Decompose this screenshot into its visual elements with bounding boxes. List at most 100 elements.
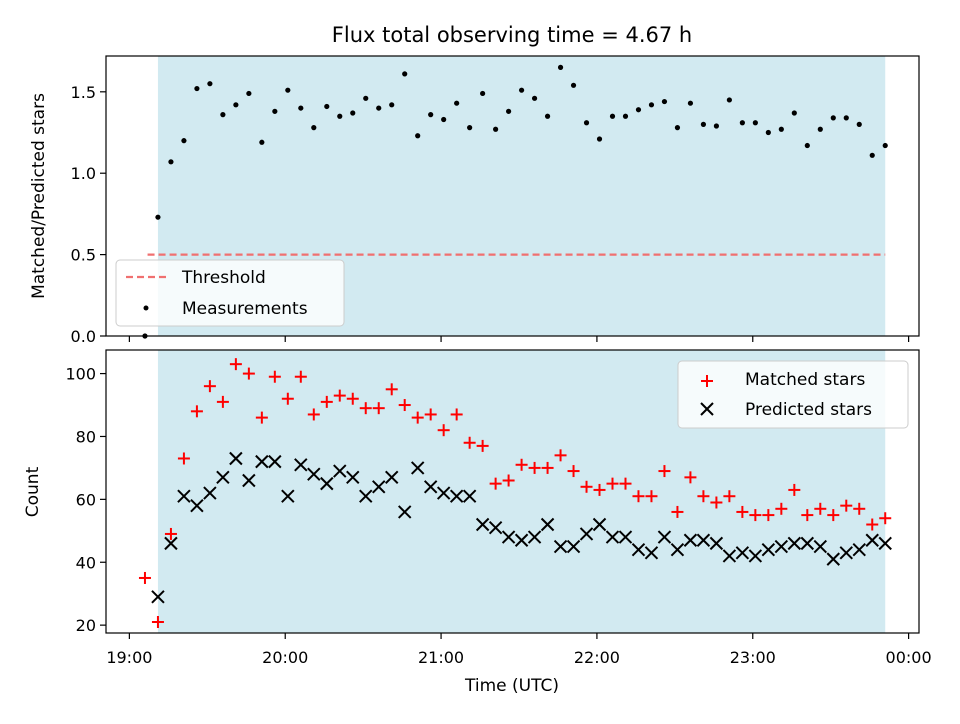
measurements-point	[376, 105, 382, 111]
measurements-point	[687, 100, 694, 106]
predicted-stars-point-b	[501, 530, 516, 544]
predicted-stars-point-b	[865, 533, 879, 547]
predicted-stars-point	[268, 454, 282, 469]
predicted-stars-point-b	[878, 536, 892, 551]
predicted-stars-point-b	[774, 539, 789, 554]
matched-stars-point	[840, 499, 853, 512]
predicted-stars-point	[397, 505, 412, 519]
measurements-point	[415, 133, 421, 139]
predicted-stars-point-b	[449, 489, 464, 503]
ratio-legend-box	[115, 259, 345, 327]
measurements-point	[233, 102, 239, 108]
measurements-point	[635, 107, 642, 113]
measurements-point	[713, 123, 719, 129]
predicted-stars-point	[618, 530, 633, 544]
measurements-point	[557, 64, 564, 70]
matched-stars-point	[541, 461, 554, 474]
matched-stars-point	[177, 452, 190, 465]
predicted-stars-point	[631, 542, 646, 557]
predicted-stars-point-b	[605, 530, 620, 544]
matched-stars-point	[320, 395, 333, 408]
predicted-stars-point-b	[164, 536, 178, 551]
predicted-stars-point-b	[462, 489, 477, 503]
matched-stars-point	[775, 502, 788, 515]
predicted-stars-point	[761, 542, 776, 557]
measurements-point	[609, 113, 616, 119]
matched-stars-point	[801, 509, 814, 522]
measurements-point	[518, 87, 525, 93]
predicted-stars-point-b	[216, 470, 230, 485]
measurements-point	[596, 136, 603, 142]
count-panel: 20 40 60 80 100 19:00 20:00 21:00 22:00 23:00 00:…	[23, 349, 932, 696]
predicted-stars-point	[216, 470, 230, 485]
matched-stars-point	[463, 436, 476, 449]
predicted-stars-point	[372, 480, 386, 494]
matched-stars-point	[151, 615, 164, 628]
count-panel-frame	[105, 349, 920, 634]
predicted-stars-point	[294, 458, 308, 472]
matched-stars-point	[736, 505, 749, 518]
predicted-stars-point-b	[242, 473, 256, 488]
predicted-stars-point	[229, 451, 243, 466]
matched-stars-point	[242, 367, 255, 380]
predicted-stars-point	[501, 530, 516, 544]
predicted-stars-point	[722, 549, 737, 563]
measurements-point	[285, 87, 291, 93]
matched-stars-point	[619, 477, 632, 490]
measurements-point	[856, 121, 862, 127]
x-tick-label: 19:00	[106, 648, 152, 667]
predicted-stars-point	[203, 486, 217, 500]
matched-stars-point	[372, 402, 385, 415]
predicted-stars-point	[436, 486, 451, 500]
count-y-tick-label: 20	[76, 616, 96, 635]
measurements-point	[674, 125, 681, 131]
count-panel-y-label: Count	[23, 466, 43, 517]
ratio-y-tick-label: 1.0	[71, 164, 96, 183]
matched-stars-point	[697, 490, 710, 503]
predicted-stars-point-b	[294, 458, 308, 472]
matched-stars-point	[593, 483, 606, 496]
predicted-stars-point-b	[631, 542, 646, 557]
matched-stars-point	[190, 405, 203, 418]
measurements-point	[259, 139, 265, 145]
measurements-point	[661, 98, 668, 105]
measurements-point	[324, 103, 330, 110]
predicted-stars-point	[644, 546, 659, 560]
count-legend-box	[677, 360, 909, 429]
predicted-stars-point	[281, 489, 295, 503]
predicted-stars-point-b	[839, 546, 853, 560]
matched-stars-point	[606, 477, 619, 490]
matched-stars-point	[268, 370, 281, 383]
measurements-point	[830, 115, 836, 121]
count-y-tick-label: 40	[76, 553, 96, 572]
matched-stars-point	[866, 518, 879, 531]
measurements-point	[765, 129, 771, 136]
matched-stars-point	[450, 408, 463, 421]
predicted-stars-point	[333, 464, 347, 478]
predicted-stars-point-b	[813, 539, 828, 554]
matched-stars-point	[671, 505, 684, 518]
predicted-stars-point-b	[488, 520, 503, 535]
predicted-stars-point-b	[514, 533, 529, 547]
x-tick-label: 20:00	[262, 648, 308, 667]
measurements-point	[181, 138, 187, 144]
predicted-stars-point-b	[683, 533, 698, 547]
predicted-stars-point-b	[423, 480, 438, 494]
measurements-point	[817, 126, 823, 132]
count-y-tick-label: 60	[76, 490, 96, 509]
matched-stars-point	[203, 380, 216, 393]
matched-stars-point	[398, 399, 411, 412]
measurements-point	[544, 113, 551, 119]
predicted-stars-point-b	[553, 539, 568, 554]
matched-stars-point	[684, 471, 697, 484]
predicted-stars-point	[449, 489, 464, 503]
count-y-tick-label: 100	[65, 365, 96, 384]
measurements-point	[583, 120, 590, 126]
matched-stars-point	[359, 402, 372, 415]
x-axis-label: Time (UTC)	[464, 676, 559, 696]
matched-stars-point	[632, 490, 645, 503]
predicted-stars-point	[410, 461, 425, 475]
predicted-stars-point-b	[229, 451, 243, 466]
predicted-stars-point-b	[255, 454, 269, 469]
measurements-point	[506, 108, 512, 114]
